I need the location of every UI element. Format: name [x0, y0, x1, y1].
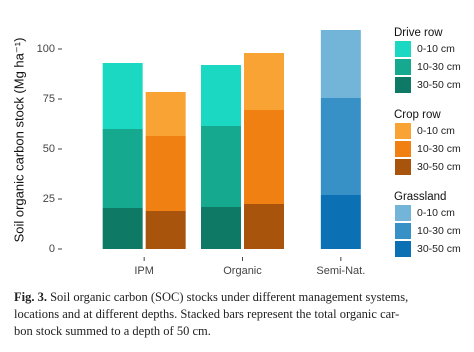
legend-title: Crop row	[394, 109, 441, 121]
legend-label: 0-10 cm	[417, 125, 455, 137]
legend-label: 30-50 cm	[417, 79, 461, 91]
legend-swatch	[395, 223, 411, 239]
y-tick-label: 100	[37, 43, 55, 55]
legend-label: 10-30 cm	[417, 143, 461, 155]
legend-swatch	[395, 141, 411, 157]
legend-label: 10-30 cm	[417, 61, 461, 73]
y-tick-label: 50	[43, 143, 55, 155]
legend-swatch	[395, 77, 411, 93]
x-tick-label: Organic	[223, 265, 262, 277]
bar-segment	[244, 53, 284, 110]
bar-segment	[320, 98, 361, 195]
caption-label: Fig. 3.	[14, 290, 47, 304]
caption-line: bon stock summed to a depth of 50 cm.	[14, 324, 211, 338]
x-tick-label: IPM	[134, 265, 154, 277]
bar-segment	[244, 204, 284, 249]
legend-swatch	[395, 41, 411, 57]
bar-segment	[244, 110, 284, 204]
bar-segment	[201, 65, 241, 126]
bar-segment	[102, 63, 143, 129]
legend-title: Drive row	[394, 27, 443, 39]
legend-swatch	[395, 123, 411, 139]
bar-segment	[201, 207, 241, 249]
legend-label: 0-10 cm	[417, 43, 455, 55]
legend-label: 30-50 cm	[417, 243, 461, 255]
bar-segment	[145, 136, 186, 211]
legend-swatch	[395, 159, 411, 175]
caption-text: Soil organic carbon (SOC) stocks under d…	[50, 290, 408, 304]
y-axis-label: Soil organic carbon stock (Mg ha⁻¹)	[11, 38, 26, 243]
legend-swatch	[395, 241, 411, 257]
legend-label: 0-10 cm	[417, 207, 455, 219]
y-tick-label: 0	[49, 243, 55, 255]
legend-swatch	[395, 205, 411, 221]
bar-segment	[102, 129, 143, 208]
bar-segment	[320, 30, 361, 98]
bar-segment	[320, 195, 361, 249]
caption-line: Fig. 3. Soil organic carbon (SOC) stocks…	[14, 290, 408, 304]
legend-label: 10-30 cm	[417, 225, 461, 237]
bar-segment	[201, 126, 241, 207]
x-tick-label: Semi-Nat.	[316, 265, 365, 277]
bar-segment	[145, 92, 186, 136]
bar-segment	[145, 211, 186, 249]
caption-line: locations and at different depths. Stack…	[14, 307, 399, 321]
y-tick-label: 25	[43, 193, 55, 205]
legend-swatch	[395, 59, 411, 75]
bar-segment	[102, 208, 143, 249]
legend-title: Grassland	[394, 191, 446, 203]
y-tick-label: 75	[43, 93, 55, 105]
legend-label: 30-50 cm	[417, 161, 461, 173]
